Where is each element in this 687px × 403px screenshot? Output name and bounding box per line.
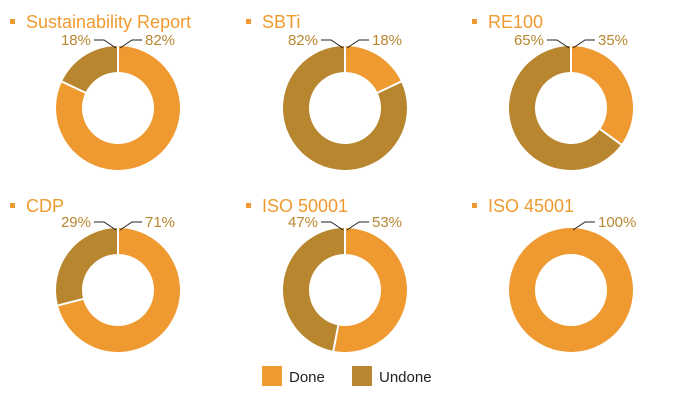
leader-line xyxy=(119,221,142,231)
donut-slice-done xyxy=(571,46,633,145)
percent-label-done: 100% xyxy=(598,214,636,231)
slice-separator xyxy=(60,80,87,95)
slice-separator xyxy=(56,297,85,307)
percent-label-done: 82% xyxy=(145,32,175,49)
leader-line xyxy=(572,221,595,231)
leader-line xyxy=(94,221,117,231)
title-bullet xyxy=(472,19,477,24)
percent-label-undone: 18% xyxy=(61,32,91,49)
legend-swatch-done xyxy=(262,366,282,386)
donut-slice-done xyxy=(56,46,180,170)
percent-label-done: 53% xyxy=(372,214,402,231)
donut-slice-undone xyxy=(61,46,118,93)
percent-label-done: 71% xyxy=(145,214,175,231)
leader-line xyxy=(119,39,142,49)
donut-slice-done xyxy=(333,228,408,352)
title-bullet xyxy=(10,19,15,24)
legend: Done Undone xyxy=(262,366,432,386)
donut-slice-undone xyxy=(508,46,622,170)
chart-title: Sustainability Report xyxy=(26,12,191,32)
donut-panel: CDP 71% 29% xyxy=(10,196,180,352)
percent-label-undone: 47% xyxy=(288,214,318,231)
percent-label-done: 35% xyxy=(598,32,628,49)
chart-title: RE100 xyxy=(488,12,543,32)
leader-line xyxy=(94,39,117,49)
chart-title: SBTi xyxy=(262,12,300,32)
leader-line xyxy=(321,221,344,231)
leader-line xyxy=(572,39,595,49)
legend-swatch-undone xyxy=(352,366,372,386)
percent-label-undone: 29% xyxy=(61,214,91,231)
slice-separator xyxy=(598,127,623,146)
donut-slice-undone xyxy=(283,46,407,170)
leader-line xyxy=(547,39,570,49)
leader-line xyxy=(321,39,344,49)
title-bullet xyxy=(10,203,15,208)
donut-slice-undone xyxy=(283,228,345,351)
percent-label-undone: 65% xyxy=(514,32,544,49)
donut-panel: RE100 35% 65% xyxy=(472,12,633,170)
donut-slice-done xyxy=(57,228,180,352)
chart-title: CDP xyxy=(26,196,64,216)
donut-panel: SBTi 18% 82% xyxy=(246,12,407,170)
donut-panel: ISO 45001 100% xyxy=(472,196,636,352)
percent-label-undone: 82% xyxy=(288,32,318,49)
legend-label-undone: Undone xyxy=(379,369,432,386)
donut-slice-done xyxy=(345,46,402,93)
chart-title: ISO 45001 xyxy=(488,196,574,216)
percent-label-done: 18% xyxy=(372,32,402,49)
slice-separator xyxy=(376,80,403,95)
slice-separator xyxy=(332,324,340,353)
leader-line xyxy=(346,39,369,49)
title-bullet xyxy=(246,19,251,24)
donut-slice-done xyxy=(509,228,633,352)
donut-slice-undone xyxy=(56,228,118,306)
title-bullet xyxy=(246,203,251,208)
donut-panel: ISO 50001 53% 47% xyxy=(246,196,408,353)
title-bullet xyxy=(472,203,477,208)
chart-title: ISO 50001 xyxy=(262,196,348,216)
leader-line xyxy=(346,221,369,231)
legend-label-done: Done xyxy=(289,369,325,386)
